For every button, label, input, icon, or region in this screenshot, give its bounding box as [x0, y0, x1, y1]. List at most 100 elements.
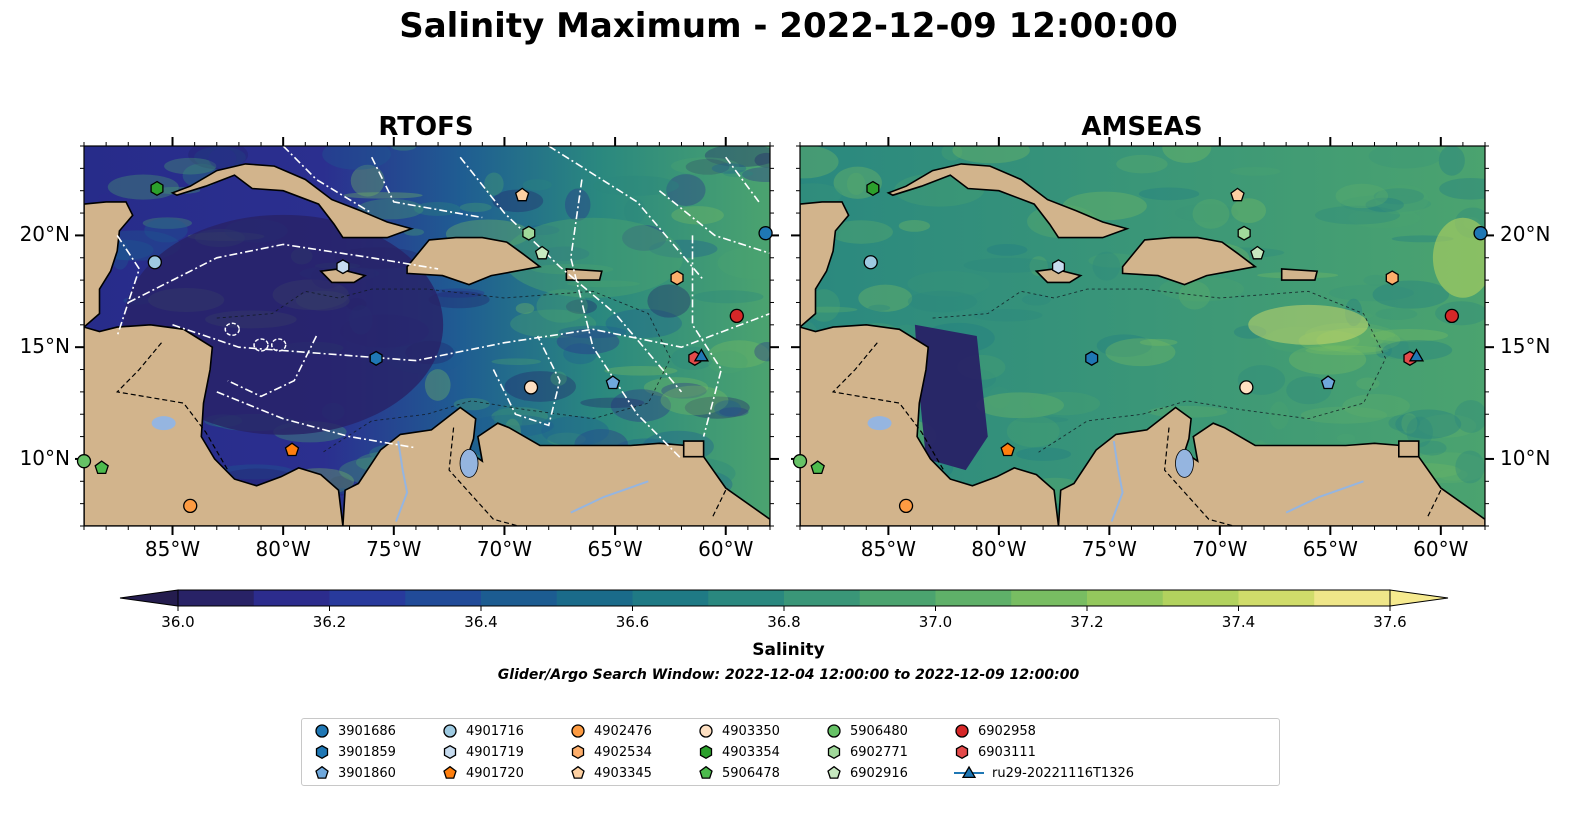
legend-entry: 5906480 [826, 722, 908, 740]
colorbar-segment [329, 590, 406, 606]
legend-entry: 4901719 [442, 743, 524, 761]
platform-marker [1408, 348, 1425, 362]
legend-label: 3901859 [338, 744, 396, 760]
platform-marker [866, 180, 880, 197]
colorbar-segment [1011, 590, 1088, 606]
colorbar-segment [1087, 590, 1164, 606]
tick-label: 70°W [1192, 537, 1248, 561]
legend-label: 4902534 [594, 744, 652, 760]
colorbar-segment [632, 590, 709, 606]
legend-marker [955, 744, 969, 760]
platform-marker [898, 498, 914, 514]
colorbar-segment [178, 590, 255, 606]
platform-marker [1000, 442, 1015, 457]
colorbar-tick-label: 36.4 [464, 613, 498, 631]
colorbar-tick-label: 36.0 [161, 613, 195, 631]
legend-entry: 4901720 [442, 764, 524, 782]
platform-marker [1444, 308, 1460, 324]
transect-lines [116, 146, 770, 460]
land [84, 163, 770, 526]
legend-marker [699, 724, 713, 738]
legend-marker [827, 724, 841, 738]
colorbar-tick-label: 37.2 [1070, 613, 1104, 631]
platform-marker [336, 259, 350, 275]
platform-marker [1237, 225, 1251, 241]
colorbar-tick-label: 37.0 [918, 613, 953, 631]
legend-marker [571, 765, 585, 779]
legend-entry: 5906478 [698, 764, 780, 782]
platform-marker [150, 180, 164, 197]
platform-marker [1051, 259, 1066, 275]
legend-label: 3901860 [338, 765, 396, 781]
platform-marker [94, 460, 109, 475]
tick-label: 60°W [698, 537, 754, 561]
legend-marker [443, 724, 457, 738]
platform-marker [792, 454, 808, 469]
colorbar-tick-label: 36.8 [767, 613, 801, 631]
legend-label: 4902476 [594, 723, 652, 739]
colorbar-segment [859, 590, 936, 606]
colorbar-segment [481, 590, 558, 606]
colorbar-segment [708, 590, 785, 606]
platform-marker [729, 308, 744, 324]
legend-label: 6903111 [978, 744, 1036, 760]
platform-marker [1230, 187, 1245, 202]
tick-label: 10°N [19, 445, 70, 470]
colorbar-segment [405, 590, 482, 606]
legend: 3901686 3901859 3901860 4901716 4901719 49017… [301, 718, 1280, 786]
colorbar-segment [935, 590, 1012, 606]
colorbar-segment [1314, 590, 1391, 606]
tick-label: 80°W [255, 537, 311, 561]
legend-marker [315, 744, 329, 760]
legend-label: 4903345 [594, 765, 652, 781]
legend-marker [699, 765, 713, 779]
colorbar-over-arrow [1389, 589, 1449, 607]
map-panel-rtofs [75, 137, 779, 535]
legend-entry: 4903345 [570, 764, 652, 782]
platform-marker [369, 350, 383, 366]
colorbar [119, 589, 1449, 611]
platform-marker [1085, 350, 1099, 366]
tick-label: 60°W [1413, 537, 1469, 561]
legend-label: 4903354 [722, 744, 780, 760]
legend-entry: 6903111 [954, 743, 1036, 761]
legend-marker [827, 765, 841, 779]
platform-marker [147, 255, 162, 270]
legend-entry: 4902476 [570, 722, 652, 740]
platform-marker [1250, 245, 1265, 260]
colorbar-tick-label: 37.6 [1373, 613, 1407, 631]
colorbar-segment [784, 590, 861, 606]
legend-label: 3901686 [338, 723, 396, 739]
colorbar-segment [253, 590, 330, 606]
tick-label: 70°W [476, 537, 533, 561]
legend-marker [443, 765, 457, 779]
legend-entry: 4902534 [570, 743, 652, 761]
panel-title-amseas: AMSEAS [1081, 112, 1203, 142]
colorbar-segment [1238, 590, 1315, 606]
legend-marker [443, 744, 457, 760]
legend-marker [315, 765, 329, 779]
legend-label: 4901719 [466, 744, 524, 760]
legend-label: 6902958 [978, 723, 1036, 739]
legend-entry: 6902958 [954, 722, 1036, 740]
tick-label: 85°W [144, 537, 201, 561]
colorbar-tick-label: 36.6 [615, 613, 650, 631]
platform-markers [792, 180, 1488, 514]
colorbar-tick-label: 36.2 [312, 613, 347, 631]
platform-marker [693, 348, 710, 362]
legend-marker [315, 724, 329, 738]
tick-label: 75°W [1081, 537, 1137, 561]
legend-entry: 3901686 [314, 722, 396, 740]
legend-marker [827, 744, 841, 760]
colorbar-tick-label: 37.4 [1221, 613, 1256, 631]
platform-marker [534, 245, 550, 260]
legend-entry: ru29-20221116T1326 [954, 764, 1134, 782]
platform-marker [523, 380, 539, 395]
platform-marker [1320, 375, 1336, 390]
land [800, 163, 1485, 526]
colorbar-segment [1162, 590, 1239, 606]
legend-marker [699, 744, 713, 760]
tick-label: 65°W [587, 537, 643, 561]
platform-marker [1473, 226, 1488, 241]
tick-label: 15°N [1500, 334, 1551, 359]
